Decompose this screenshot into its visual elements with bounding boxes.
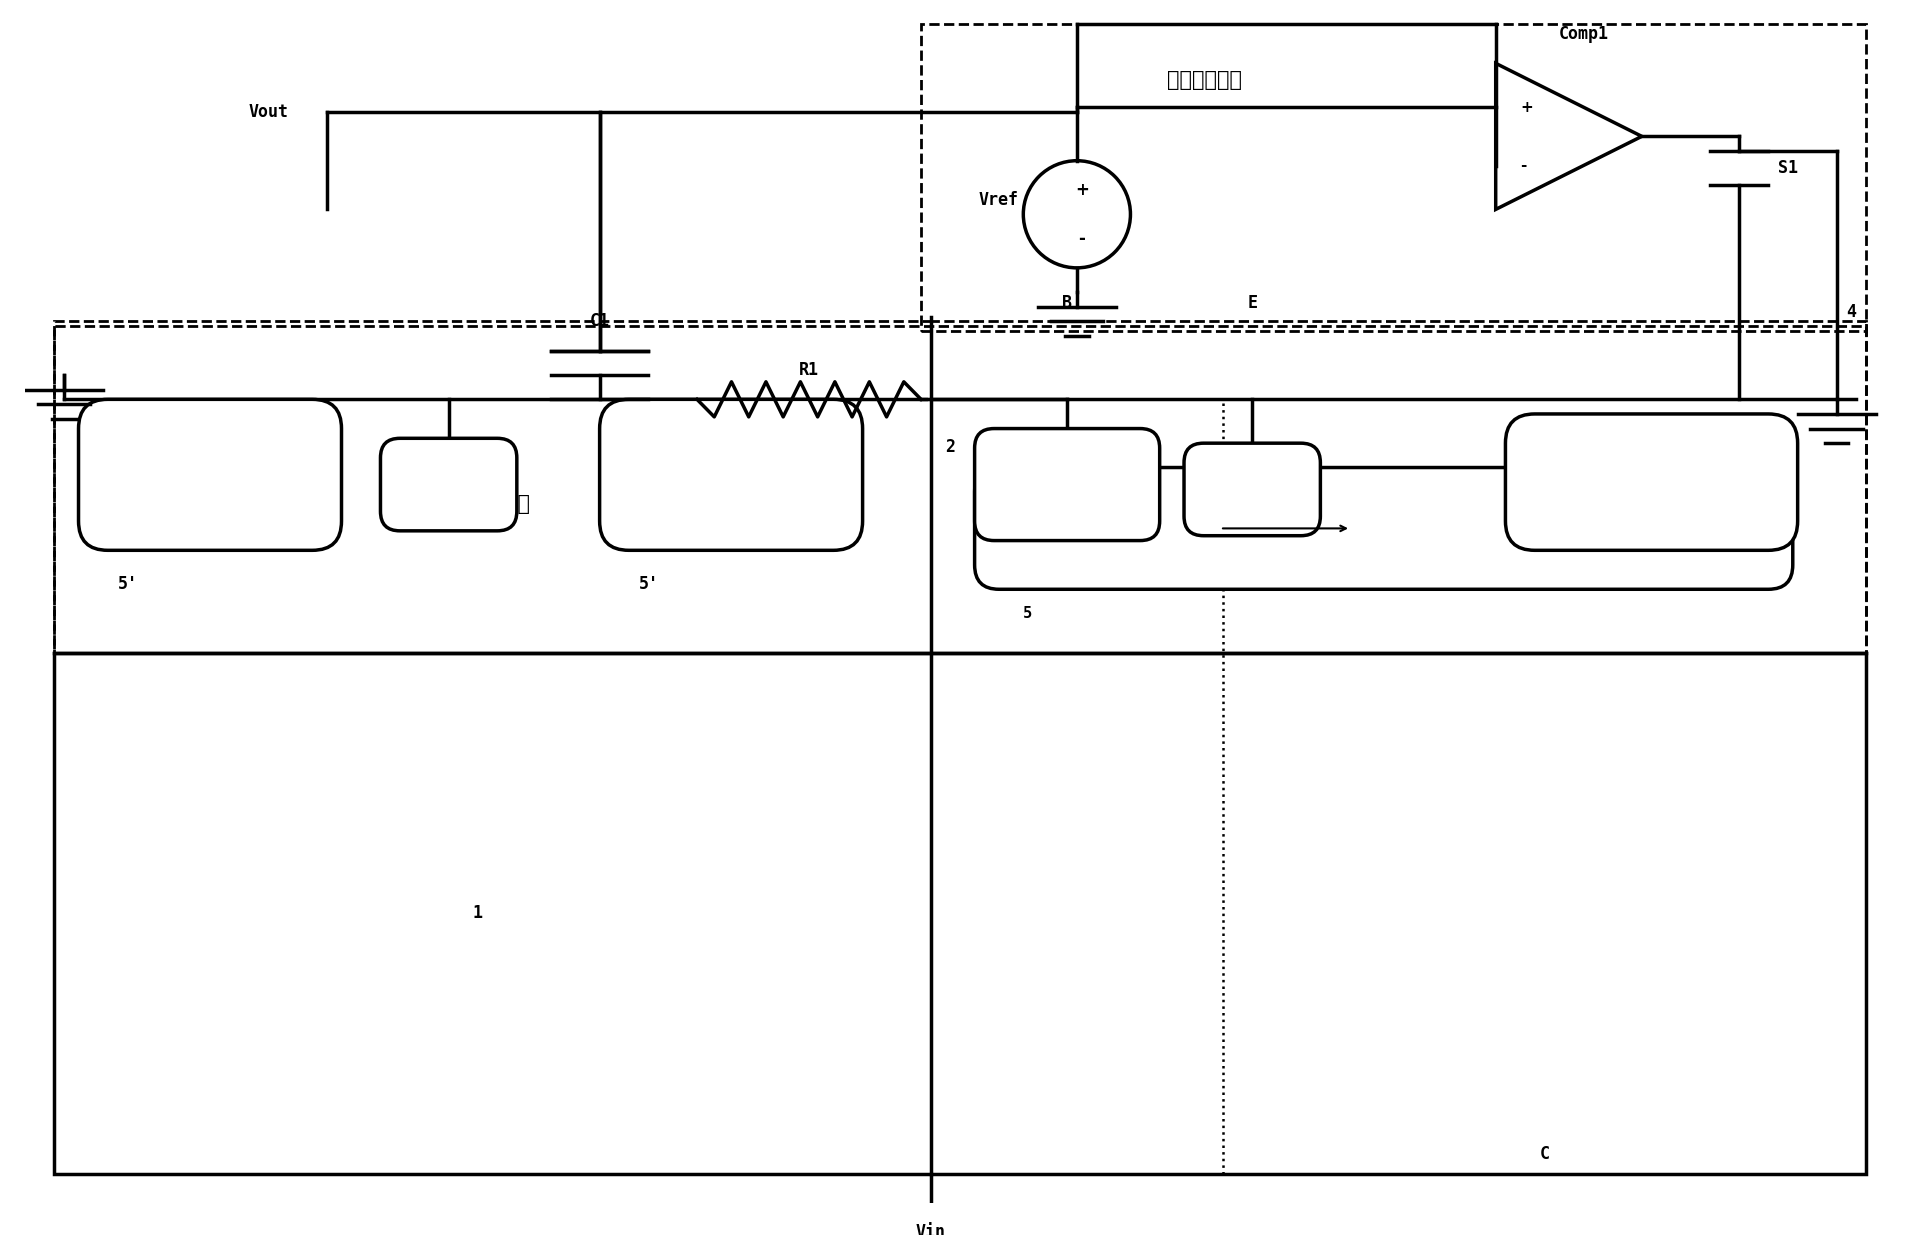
Bar [54, 321, 931, 652]
Bar [931, 321, 1866, 652]
Text: 7': 7' [649, 458, 668, 477]
Text: +: + [1521, 100, 1532, 115]
Text: 6: 6 [1248, 480, 1258, 499]
FancyBboxPatch shape [599, 399, 862, 551]
Text: 2: 2 [945, 438, 956, 456]
Text: S1: S1 [1778, 159, 1799, 177]
Text: B: B [1062, 294, 1071, 311]
Text: 低压电源模块: 低压电源模块 [455, 494, 530, 514]
Text: NPN三极管: NPN三极管 [1354, 494, 1442, 514]
Text: 6': 6' [438, 475, 459, 494]
FancyBboxPatch shape [975, 468, 1793, 589]
FancyBboxPatch shape [1185, 443, 1321, 536]
Text: 3: 3 [1384, 520, 1394, 537]
Text: 反馈控制模块: 反馈控制模块 [1167, 69, 1242, 90]
Text: E: E [1248, 294, 1258, 311]
Bar [54, 326, 1866, 1173]
Text: 5: 5 [1023, 606, 1033, 621]
FancyBboxPatch shape [1505, 414, 1797, 551]
Bar [54, 652, 1866, 1173]
FancyBboxPatch shape [975, 429, 1160, 541]
Text: 7': 7' [127, 458, 148, 477]
Text: 7: 7 [1062, 475, 1071, 494]
Text: Vout: Vout [250, 103, 290, 121]
Text: Comp1: Comp1 [1559, 25, 1609, 43]
Text: -: - [1079, 230, 1085, 248]
Bar [922, 25, 1866, 331]
Text: +: + [1075, 182, 1089, 199]
Text: C: C [1540, 1145, 1549, 1163]
Text: 4: 4 [1847, 303, 1857, 321]
Text: 5: 5 [1647, 473, 1657, 492]
Text: R1: R1 [799, 361, 820, 379]
FancyBboxPatch shape [380, 438, 516, 531]
Text: 5': 5' [117, 576, 138, 593]
Text: Vref: Vref [979, 190, 1018, 209]
Text: C1: C1 [589, 312, 611, 331]
Text: 1: 1 [472, 904, 482, 923]
Text: -: - [1521, 158, 1526, 173]
Text: Vin: Vin [916, 1223, 947, 1235]
FancyBboxPatch shape [79, 399, 342, 551]
Text: T1: T1 [1260, 521, 1277, 536]
Text: 5': 5' [639, 576, 659, 593]
